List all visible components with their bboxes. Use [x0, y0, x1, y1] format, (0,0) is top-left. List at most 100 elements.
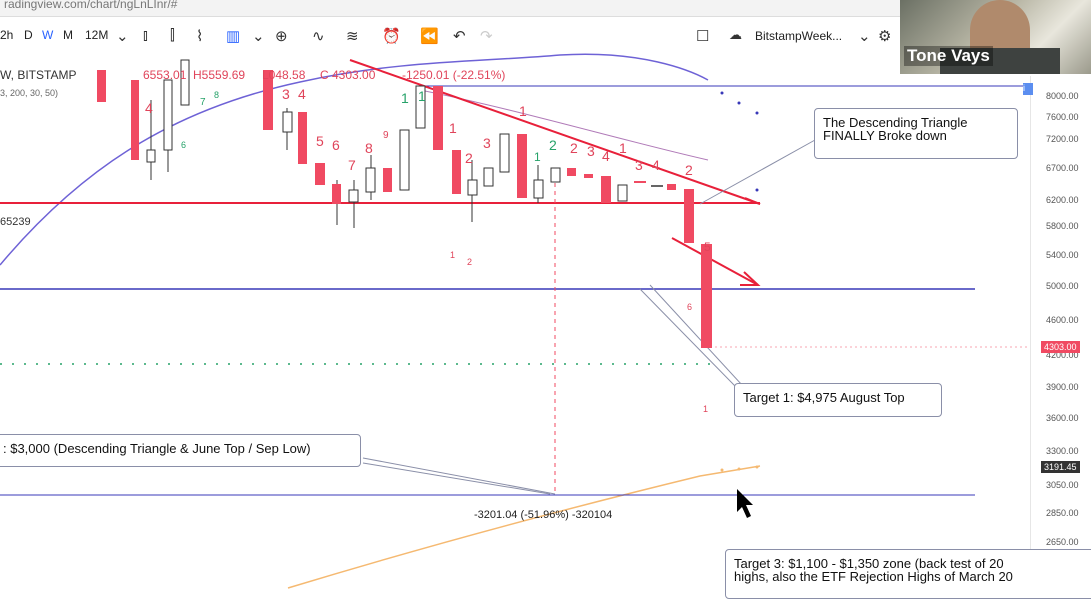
td-count-label: 6	[687, 302, 693, 312]
price-tick: 2650.00	[1046, 537, 1079, 547]
alert-icon[interactable]: ⏰	[382, 28, 401, 45]
price-tick: 2850.00	[1046, 508, 1079, 518]
target1-callout[interactable]: Target 1: $4,975 August Top	[734, 383, 942, 417]
td-count-label: 7	[200, 97, 206, 108]
price-axis[interactable]	[1030, 76, 1091, 590]
td-count-label: 2	[465, 150, 473, 166]
td-count-label: 5	[704, 240, 711, 254]
td-count-label: 3	[483, 135, 491, 151]
settings-icon[interactable]: ⚙	[878, 28, 892, 45]
td-count-label: 2	[570, 140, 578, 156]
td-count-label: 4	[145, 100, 153, 116]
price-tick: 5400.00	[1046, 250, 1079, 260]
line-icon[interactable]: ⌇	[196, 28, 204, 45]
pattern-icon[interactable]: ≋	[346, 28, 359, 45]
candlesticks	[97, 59, 712, 348]
interval-12m[interactable]: 12M	[85, 28, 109, 42]
indicator-icon[interactable]: ▥	[226, 28, 241, 45]
td-count-label: 1	[401, 90, 409, 106]
candles-icon[interactable]: ⫾	[143, 27, 148, 44]
td-count-label: 1	[418, 88, 426, 104]
bars-icon[interactable]: ⫿	[170, 27, 175, 44]
td-count-label: 1	[619, 140, 627, 156]
address-bar[interactable]: radingview.com/chart/ngLnLInr/#	[0, 0, 900, 17]
legend-symbol: W, BITSTAMP	[0, 68, 77, 82]
price-tick: 4200.00	[1046, 350, 1079, 360]
td-count-label: 8	[214, 90, 220, 100]
legend-high: H5559.69	[193, 68, 246, 82]
chevron-down-icon[interactable]: ⌄	[858, 28, 871, 45]
td-count-label: 8	[365, 140, 373, 156]
td-count-label: 7	[348, 157, 356, 173]
price-tick: 3300.00	[1046, 446, 1079, 456]
td-count-label: 1	[534, 150, 541, 164]
replay-icon[interactable]: ⏪	[420, 28, 439, 45]
symbol-selector[interactable]: BitstampWeek...	[755, 29, 843, 43]
legend-change: -1250.01 (-22.51%)	[402, 68, 506, 82]
legend-open: 6553.01	[143, 68, 187, 82]
td-count-label: 3	[635, 157, 643, 173]
price-tick: 8000.00	[1046, 91, 1079, 101]
interval-2h[interactable]: 2h	[0, 28, 14, 42]
td-count-label: 3	[587, 143, 595, 159]
support-price-label: 65239	[0, 216, 31, 228]
presenter-name: Tone Vays	[904, 46, 993, 66]
td-count-label: 5	[316, 133, 324, 149]
chart-toolbar: 2h D W M 12M ⌄ ⫾ ⫿ ⌇ ▥ ⌄ ⊕ ∿ ≋ ⏰ ⏪ ↶ ↷ ☐…	[0, 24, 900, 50]
price-tick: 3900.00	[1046, 382, 1079, 392]
url-text: radingview.com/chart/ngLnLInr/#	[4, 0, 178, 11]
td-count-label: 4	[602, 148, 610, 164]
current-price-badge: 4303.00	[1041, 341, 1080, 353]
orange-moving-average	[287, 465, 761, 589]
breakdown-arrow	[671, 237, 759, 286]
price-tick: 5000.00	[1046, 281, 1079, 291]
presenter-shirt	[940, 48, 1060, 74]
td-count-label: 2	[549, 137, 557, 153]
td-count-label: 1	[703, 404, 709, 414]
mouse-cursor	[737, 489, 753, 518]
undo-icon[interactable]: ↶	[453, 28, 466, 45]
add-icon[interactable]: ⊕	[275, 28, 288, 45]
td-count-label: 3	[282, 86, 290, 102]
measure-label: -3201.04 (-51.96%) -320104	[474, 509, 613, 521]
td-count-label: 1	[449, 120, 457, 136]
chevron-down-icon[interactable]: ⌄	[252, 28, 265, 45]
td-count-label: 4	[298, 86, 306, 102]
chevron-down-icon[interactable]: ⌄	[116, 28, 129, 45]
wave-icon[interactable]: ∿	[312, 28, 325, 45]
interval-m[interactable]: M	[63, 28, 73, 42]
target2-callout[interactable]: : $3,000 (Descending Triangle & June Top…	[0, 434, 361, 467]
fullscreen-icon[interactable]: ☐	[696, 28, 710, 45]
td-count-label: 1	[450, 250, 456, 260]
purple-moving-average	[0, 53, 709, 266]
triangle-callout[interactable]: The Descending Triangle FINALLY Broke do…	[814, 108, 1018, 159]
cursor-price-badge: 3191.45	[1041, 461, 1080, 473]
price-tick: 3050.00	[1046, 480, 1079, 490]
price-tick: 3600.00	[1046, 413, 1079, 423]
price-tick: 7200.00	[1046, 134, 1079, 144]
descending-trendline	[349, 59, 761, 205]
indicator-params: 3, 200, 30, 50)	[0, 88, 59, 98]
interval-d[interactable]: D	[24, 28, 33, 42]
td-count-label: 1	[519, 103, 527, 119]
info-icon[interactable]: i	[1023, 83, 1033, 95]
td-count-label: 6	[332, 137, 340, 153]
interval-w[interactable]: W	[42, 28, 54, 42]
price-tick: 4600.00	[1046, 315, 1079, 325]
td-count-label: 4	[652, 157, 660, 173]
cloud-icon: ☁	[729, 27, 742, 42]
price-tick: 7600.00	[1046, 112, 1079, 122]
legend-close: C 4303.00	[320, 68, 376, 82]
target3-callout[interactable]: Target 3: $1,100 - $1,350 zone (back tes…	[725, 549, 1091, 599]
td-count-label: 2	[467, 257, 473, 267]
price-tick: 6700.00	[1046, 163, 1079, 173]
price-tick: 5800.00	[1046, 221, 1079, 231]
td-count-label: 9	[383, 130, 389, 141]
td-count-label: 6	[181, 140, 187, 150]
webcam-overlay: Tone Vays	[900, 0, 1091, 74]
legend-low: L048.58	[262, 68, 306, 82]
redo-icon[interactable]: ↷	[480, 28, 493, 45]
td-count-label: 2	[685, 162, 693, 178]
price-tick: 6200.00	[1046, 195, 1079, 205]
